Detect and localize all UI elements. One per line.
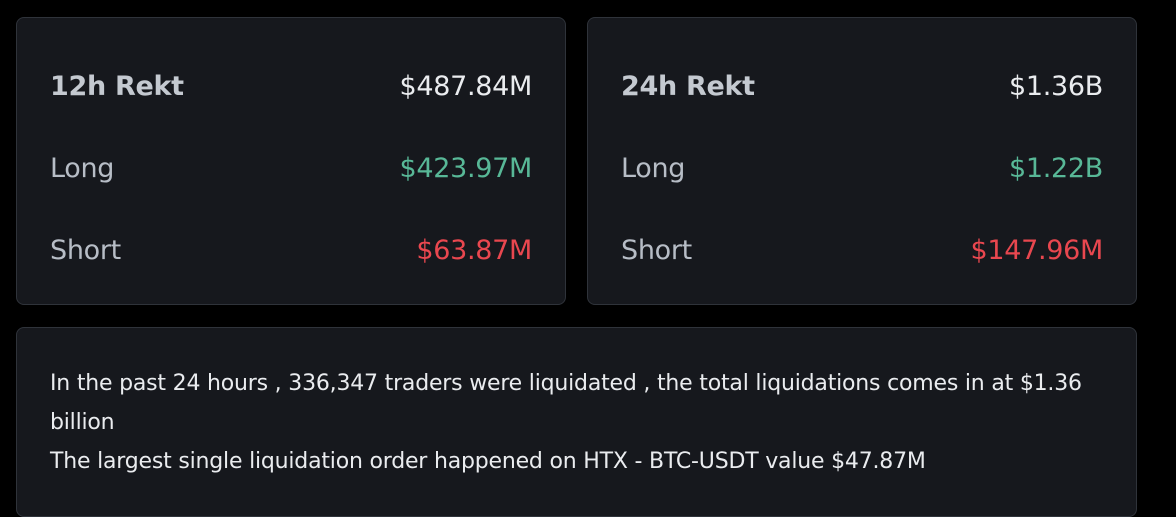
total-value: $487.84M: [399, 70, 532, 102]
total-value: $1.36B: [1008, 70, 1103, 102]
row-total: 12h Rekt $487.84M: [50, 66, 532, 106]
summary-card: In the past 24 hours , 336,347 traders w…: [16, 327, 1137, 517]
card-title: 24h Rekt: [621, 70, 755, 102]
long-label: Long: [621, 152, 686, 184]
row-long: Long $423.97M: [50, 148, 532, 188]
long-value: $1.22B: [1008, 152, 1103, 184]
long-label: Long: [50, 152, 115, 184]
long-value: $423.97M: [399, 152, 532, 184]
row-long: Long $1.22B: [621, 148, 1103, 188]
short-label: Short: [621, 234, 692, 266]
summary-line: In the past 24 hours , 336,347 traders w…: [50, 371, 1082, 435]
card-title: 12h Rekt: [50, 70, 184, 102]
summary-line: The largest single liquidation order hap…: [50, 449, 926, 474]
page: 12h Rekt $487.84M Long $423.97M Short $63.8…: [16, 17, 1137, 517]
card-12h: 12h Rekt $487.84M Long $423.97M Short $63.8…: [16, 17, 566, 305]
short-label: Short: [50, 234, 121, 266]
row-short: Short $147.96M: [621, 230, 1103, 270]
card-24h: 24h Rekt $1.36B Long $1.22B Short $147.96M: [587, 17, 1137, 305]
row-short: Short $63.87M: [50, 230, 532, 270]
row-total: 24h Rekt $1.36B: [621, 66, 1103, 106]
short-value: $63.87M: [416, 234, 532, 266]
short-value: $147.96M: [970, 234, 1103, 266]
